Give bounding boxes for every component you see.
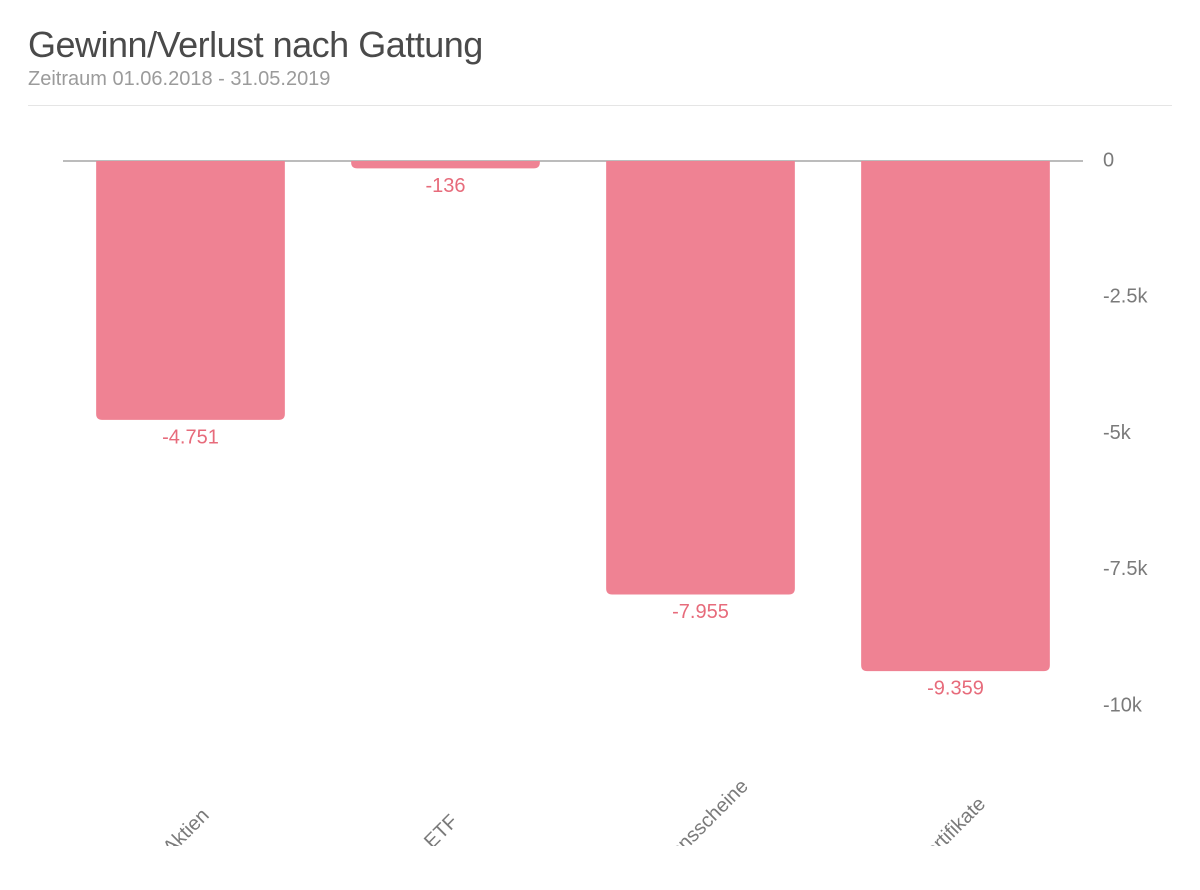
y-axis-tick-label: -7.5k (1103, 558, 1148, 580)
bar-chart-svg: 0 -2.5k -5k -7.5k -10k -4.751 Aktien -136 ETF -7.… (28, 106, 1172, 846)
bar-value-label: -7.955 (672, 601, 729, 623)
category-label: Optionsscheine (640, 775, 753, 846)
bar (96, 161, 285, 420)
chart-title: Gewinn/Verlust nach Gattung (28, 24, 1172, 66)
bar (606, 161, 795, 595)
y-axis-tick-label: -5k (1103, 422, 1132, 444)
y-axis-tick-label: 0 (1103, 149, 1114, 171)
bar-value-label: -136 (425, 175, 465, 197)
bar-value-label: -9.359 (927, 678, 984, 700)
chart-container: Gewinn/Verlust nach Gattung Zeitraum 01.… (0, 0, 1200, 890)
category-label: ETF (420, 811, 462, 846)
bar (351, 161, 540, 168)
y-axis-tick-label: -10k (1103, 694, 1143, 716)
bar-value-label: -4.751 (162, 427, 219, 449)
chart-subtitle: Zeitraum 01.06.2018 - 31.05.2019 (28, 68, 1172, 91)
chart-plot-area: 0 -2.5k -5k -7.5k -10k -4.751 Aktien -136 ETF -7.… (28, 106, 1172, 846)
bar (861, 161, 1050, 671)
y-axis-tick-label: -2.5k (1103, 286, 1148, 308)
category-label: Zertifikate (912, 793, 990, 846)
category-label: Aktien (159, 804, 214, 846)
